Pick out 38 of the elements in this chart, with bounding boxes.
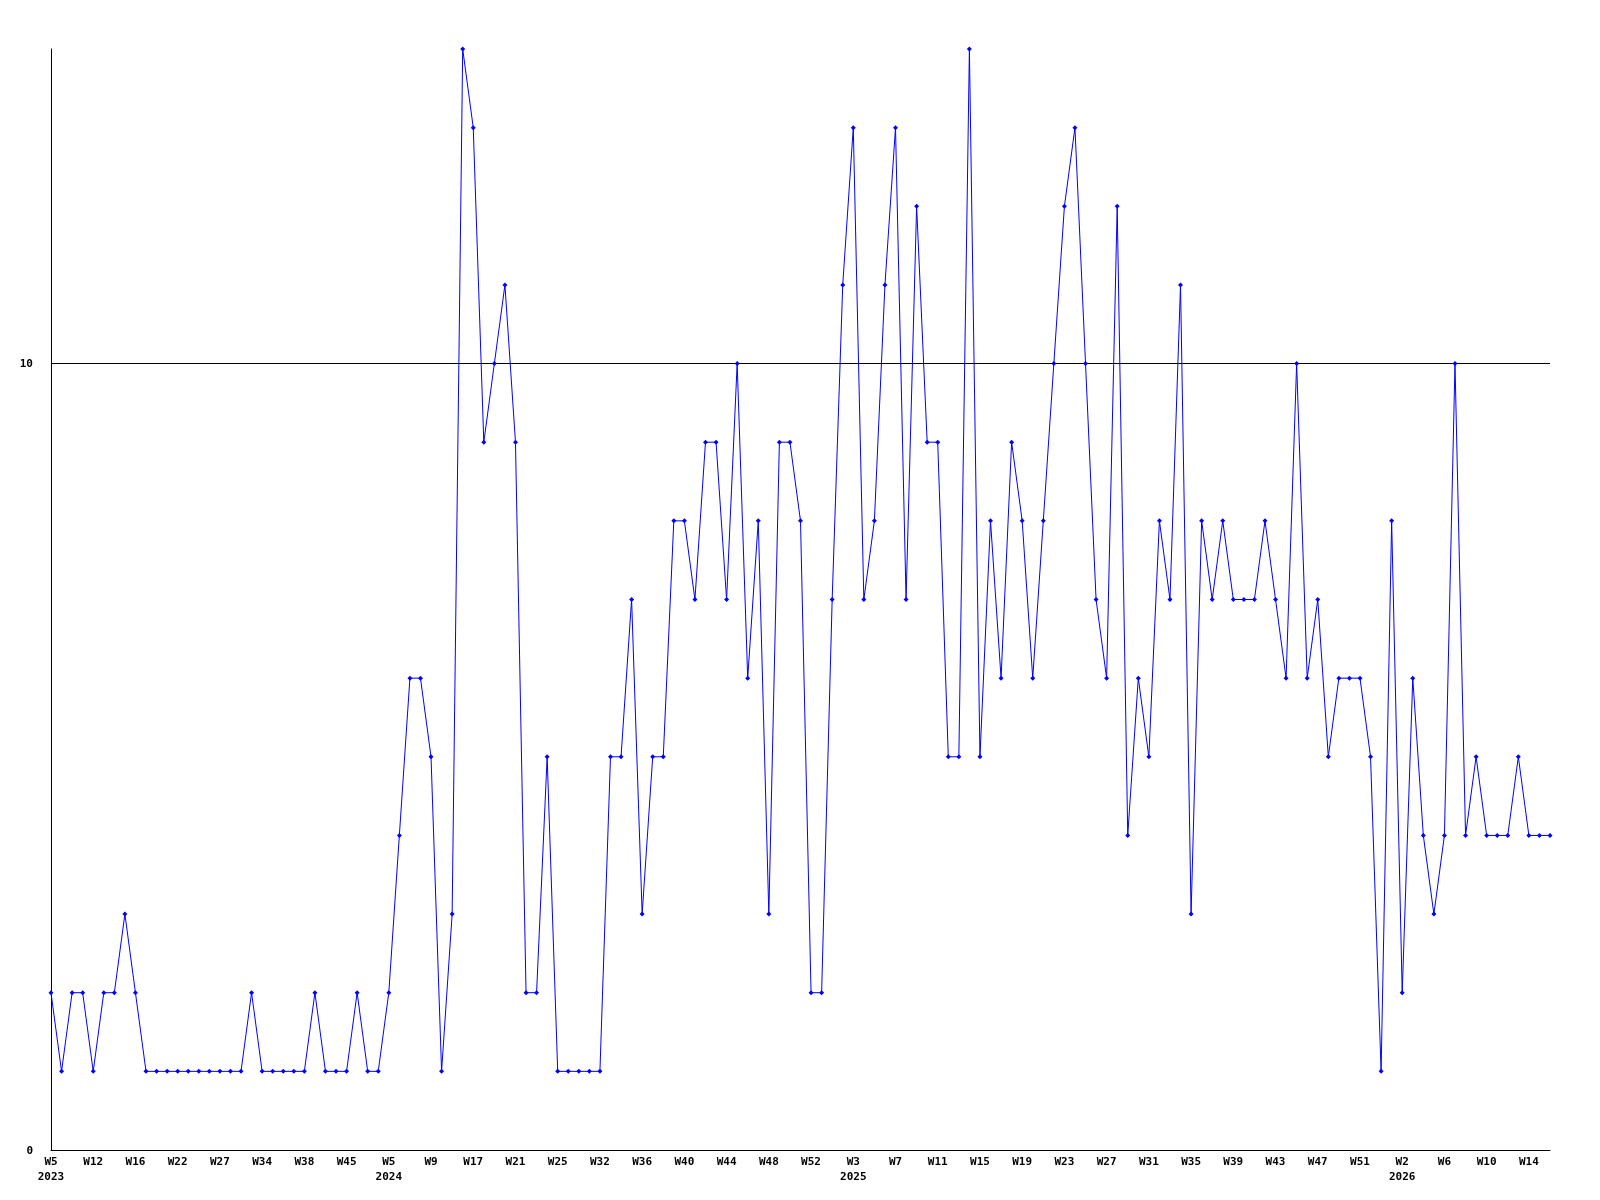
x-tick-label: W9 [424,1155,438,1168]
x-tick-label: W52 [801,1155,821,1168]
x-tick-label: W27 [1096,1155,1117,1168]
y-tick-label: 10 [19,357,33,371]
y-tick-label: 0 [26,1143,33,1157]
x-tick-label: W36 [632,1155,653,1168]
x-tick-label: W17 [463,1155,484,1168]
x-tick-label: W10 [1476,1155,1497,1168]
x-tick-label: W14 [1518,1155,1540,1168]
x-tick-label: W5 2024 [375,1155,403,1183]
x-tick-label: W19 [1012,1155,1033,1168]
x-tick-label: W43 [1265,1155,1286,1168]
x-tick-label: W45 [336,1155,357,1168]
x-tick-label: W27 [209,1155,230,1168]
x-tick-label: W21 [505,1155,526,1168]
x-tick-label: W23 [1054,1155,1075,1168]
x-tick-label: W51 [1350,1155,1371,1168]
x-tick-label: W40 [674,1155,695,1168]
x-tick-label: W15 [970,1155,990,1168]
x-tick-label: W6 [1437,1155,1452,1168]
x-tick-label: W25 [547,1155,568,1168]
x-tick-label: W2 2026 [1388,1155,1416,1183]
x-tick-label: W32 [589,1155,610,1168]
x-tick-label: W3 2025 [840,1155,867,1183]
x-tick-label: W48 [758,1155,779,1168]
x-tick-label: W44 [716,1155,737,1168]
x-tick-label: W22 [167,1155,188,1168]
x-tick-label: W16 [125,1155,146,1168]
x-tick-label: W31 [1138,1155,1160,1168]
x-tick-label: W7 [888,1155,903,1168]
x-tick-label: W47 [1307,1155,1328,1168]
x-tick-label: W11 [927,1155,949,1168]
x-tick-label: W39 [1223,1155,1244,1168]
x-tick-label: W35 [1181,1155,1202,1168]
x-tick-label: W12 [83,1155,104,1168]
x-tick-label: W38 [294,1155,315,1168]
x-tick-label: W5 2023 [37,1155,65,1183]
x-tick-label: W34 [252,1155,273,1168]
